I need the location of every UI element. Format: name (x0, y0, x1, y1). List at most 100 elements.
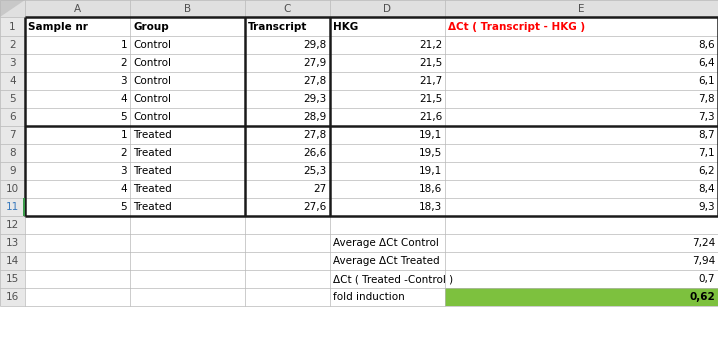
Text: 11: 11 (6, 202, 19, 212)
Text: 4: 4 (9, 76, 16, 86)
Text: 4: 4 (121, 184, 127, 194)
Text: 2: 2 (121, 58, 127, 68)
Text: 18,6: 18,6 (419, 184, 442, 194)
Text: Treated: Treated (133, 184, 172, 194)
Bar (0, 252, 25, 270)
Text: 15: 15 (6, 274, 19, 284)
Bar (0, 288, 25, 306)
Text: 27: 27 (314, 184, 327, 194)
Bar (0, 90, 25, 108)
Text: 27,6: 27,6 (304, 202, 327, 212)
Text: Treated: Treated (133, 166, 172, 176)
Bar (0, 126, 25, 144)
Bar (0, 270, 25, 288)
Text: 3: 3 (121, 76, 127, 86)
Text: 19,5: 19,5 (419, 148, 442, 158)
Text: 7,3: 7,3 (699, 112, 715, 122)
Text: 7,94: 7,94 (691, 256, 715, 266)
Text: 5: 5 (9, 94, 16, 104)
Text: HKG: HKG (333, 22, 358, 31)
Text: 21,6: 21,6 (419, 112, 442, 122)
Text: Average ΔCt Treated: Average ΔCt Treated (333, 256, 439, 266)
Text: 26,6: 26,6 (304, 148, 327, 158)
Text: 25,3: 25,3 (304, 166, 327, 176)
Text: D: D (383, 3, 391, 13)
Text: 12: 12 (6, 220, 19, 230)
Text: 19,1: 19,1 (419, 130, 442, 140)
Text: ΔCt ( Transcript - HKG ): ΔCt ( Transcript - HKG ) (448, 22, 585, 31)
Text: 5: 5 (121, 112, 127, 122)
Text: 27,8: 27,8 (304, 76, 327, 86)
Text: 5: 5 (121, 202, 127, 212)
Text: Control: Control (133, 58, 171, 68)
Text: 6: 6 (9, 112, 16, 122)
Text: 2: 2 (121, 148, 127, 158)
Text: 7,1: 7,1 (699, 148, 715, 158)
Text: Control: Control (133, 112, 171, 122)
Text: Sample nr: Sample nr (28, 22, 88, 31)
Text: 3: 3 (121, 166, 127, 176)
Text: 18,3: 18,3 (419, 202, 442, 212)
Text: 1: 1 (9, 22, 16, 31)
Text: 27,8: 27,8 (304, 130, 327, 140)
Text: 6,2: 6,2 (699, 166, 715, 176)
Bar (0, 54, 25, 72)
Text: 7,24: 7,24 (691, 238, 715, 248)
Text: 21,5: 21,5 (419, 94, 442, 104)
Text: A: A (74, 3, 81, 13)
Bar (0, 144, 25, 162)
Text: 29,3: 29,3 (304, 94, 327, 104)
Bar (0, 17, 25, 36)
Bar (0, 72, 25, 90)
Text: ΔCt ( Treated -Control ): ΔCt ( Treated -Control ) (333, 274, 453, 284)
Text: 2: 2 (9, 40, 16, 50)
Text: 7: 7 (9, 130, 16, 140)
Text: Control: Control (133, 76, 171, 86)
Text: 6,1: 6,1 (699, 76, 715, 86)
Bar (0, 216, 25, 234)
Text: 0,62: 0,62 (689, 292, 715, 302)
Text: 6,4: 6,4 (699, 58, 715, 68)
Text: 9: 9 (9, 166, 16, 176)
Text: 4: 4 (121, 94, 127, 104)
Text: 28,9: 28,9 (304, 112, 327, 122)
Text: 8: 8 (9, 148, 16, 158)
Text: Treated: Treated (133, 130, 172, 140)
Text: 13: 13 (6, 238, 19, 248)
Text: 0,7: 0,7 (699, 274, 715, 284)
Text: 29,8: 29,8 (304, 40, 327, 50)
Bar (0, 180, 25, 198)
Bar (0, 198, 25, 216)
Text: Treated: Treated (133, 202, 172, 212)
Text: Transcript: Transcript (248, 22, 307, 31)
Text: 10: 10 (6, 184, 19, 194)
Text: 21,7: 21,7 (419, 76, 442, 86)
Text: B: B (184, 3, 191, 13)
Text: 21,5: 21,5 (419, 58, 442, 68)
Text: 27,9: 27,9 (304, 58, 327, 68)
Text: Control: Control (133, 40, 171, 50)
Text: 14: 14 (6, 256, 19, 266)
Text: 1: 1 (121, 40, 127, 50)
Bar (23, 198, 25, 216)
Text: Treated: Treated (133, 148, 172, 158)
Bar (0, 0, 718, 17)
Text: 1: 1 (121, 130, 127, 140)
Text: 21,2: 21,2 (419, 40, 442, 50)
Text: Average ΔCt Control: Average ΔCt Control (333, 238, 439, 248)
Text: Control: Control (133, 94, 171, 104)
Bar (0, 36, 25, 54)
Text: fold induction: fold induction (333, 292, 405, 302)
Text: 8,4: 8,4 (699, 184, 715, 194)
Text: 9,3: 9,3 (699, 202, 715, 212)
Text: C: C (284, 3, 292, 13)
Bar (445, 288, 718, 306)
Bar (0, 162, 25, 180)
Text: 16: 16 (6, 292, 19, 302)
Text: 7,8: 7,8 (699, 94, 715, 104)
Text: E: E (578, 3, 584, 13)
Text: 8,6: 8,6 (699, 40, 715, 50)
Text: 19,1: 19,1 (419, 166, 442, 176)
Bar (0, 108, 25, 126)
Text: 3: 3 (9, 58, 16, 68)
